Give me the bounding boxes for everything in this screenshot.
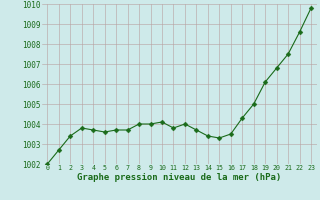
X-axis label: Graphe pression niveau de la mer (hPa): Graphe pression niveau de la mer (hPa) (77, 173, 281, 182)
